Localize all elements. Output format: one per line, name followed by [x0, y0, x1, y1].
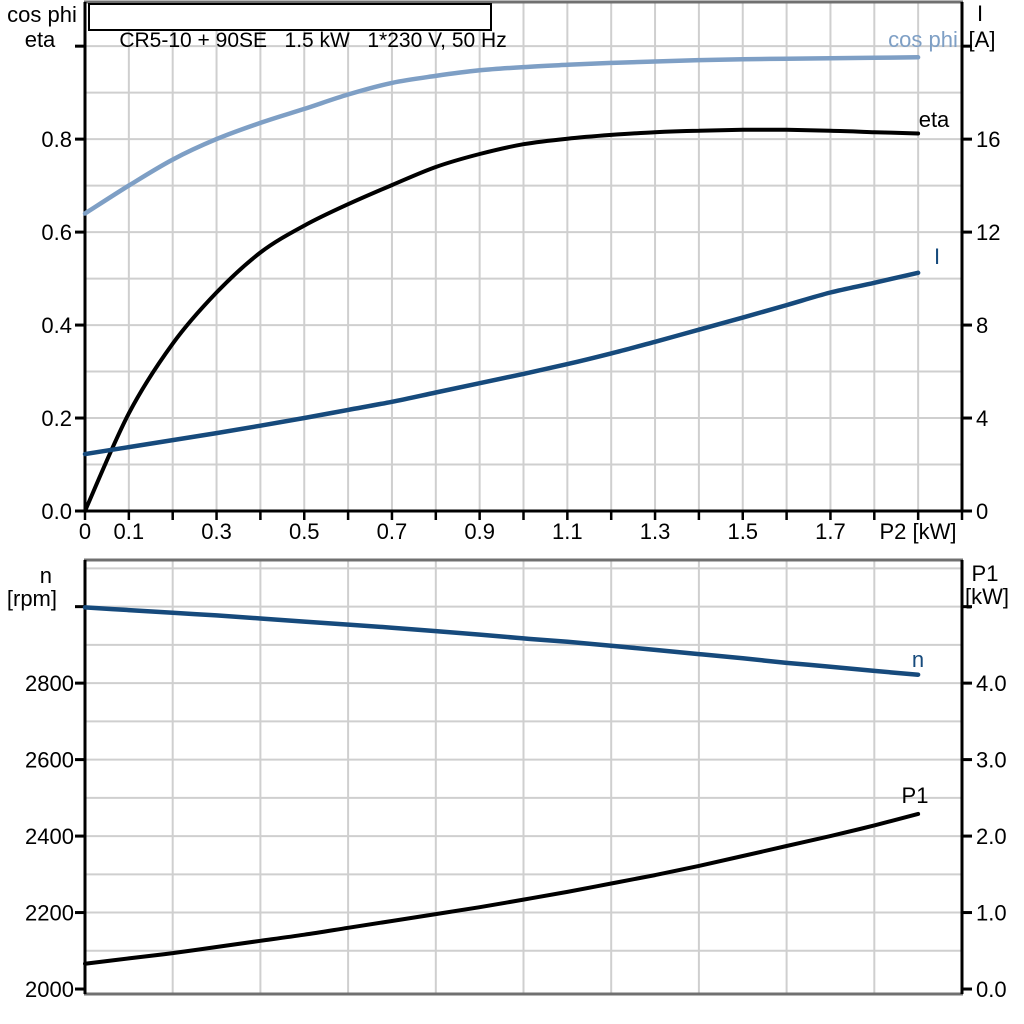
- x-tick-label: 1.5: [727, 519, 758, 544]
- curve-label-cos-phi: cos phi: [888, 27, 958, 52]
- y-left-tick-label: 0.4: [41, 313, 72, 338]
- y-left-tick-label: 2000: [25, 977, 74, 1002]
- y-left-tick-label: 2200: [25, 901, 74, 926]
- y-right-tick-label: 4.0: [976, 671, 1007, 696]
- y-left-tick-label: 2800: [25, 671, 74, 696]
- y-right-axis-title: [A]: [969, 27, 996, 52]
- y-right-tick-label: 16: [976, 127, 1000, 152]
- x-tick-label: 1.1: [552, 519, 583, 544]
- y-left-tick-label: 0.0: [41, 499, 72, 524]
- y-right-axis-title: [kW]: [965, 584, 1009, 609]
- chart-title-box: CR5-10 + 90SE 1.5 kW 1*230 V, 50 Hz: [88, 3, 507, 52]
- y-right-axis-title: P1: [972, 561, 999, 586]
- curve-i: [82, 270, 921, 457]
- x-tick-label: 0.3: [201, 519, 232, 544]
- y-left-axis-title: cos phi: [7, 2, 77, 27]
- y-right-tick-label: 1.0: [976, 901, 1007, 926]
- x-axis-title: P2 [kW]: [879, 519, 956, 544]
- y-right-axis-title: I: [977, 1, 983, 26]
- y-right-tick-label: 12: [976, 220, 1000, 245]
- y-left-tick-label: 0.8: [41, 127, 72, 152]
- y-right-tick-label: 3.0: [976, 748, 1007, 773]
- y-right-tick-label: 4: [976, 406, 988, 431]
- y-left-axis-title: eta: [25, 27, 56, 52]
- curve-label-i: I: [934, 244, 940, 269]
- curve-p1: [83, 811, 921, 966]
- y-left-tick-label: 0.6: [41, 220, 72, 245]
- x-tick-label: 0.1: [114, 519, 145, 544]
- y-right-tick-label: 0: [976, 499, 988, 524]
- y-right-tick-label: 8: [976, 313, 988, 338]
- y-left-tick-label: 0.2: [41, 406, 72, 431]
- x-tick-label: 0.9: [464, 519, 495, 544]
- curve-eta: [83, 127, 921, 513]
- y-right-tick-label: 2.0: [976, 824, 1007, 849]
- x-tick-label: 0: [79, 519, 91, 544]
- y-left-tick-label: 2600: [25, 748, 74, 773]
- x-tick-label: 1.3: [640, 519, 671, 544]
- curve-label-n: n: [912, 647, 924, 672]
- y-left-axis-title: [rpm]: [7, 586, 57, 611]
- y-right-tick-label: 0.0: [976, 977, 1007, 1002]
- curve-n: [82, 605, 921, 677]
- x-tick-label: 0.7: [377, 519, 408, 544]
- curve-label-eta: eta: [919, 107, 950, 132]
- x-tick-label: 1.7: [815, 519, 846, 544]
- y-left-tick-label: 2400: [25, 824, 74, 849]
- curve-label-p1: P1: [902, 783, 929, 808]
- x-tick-label: 0.5: [289, 519, 320, 544]
- y-left-axis-title: n: [40, 563, 52, 588]
- curve-cos-phi: [82, 55, 921, 216]
- chart-title: CR5-10 + 90SE 1.5 kW 1*230 V, 50 Hz: [119, 29, 507, 52]
